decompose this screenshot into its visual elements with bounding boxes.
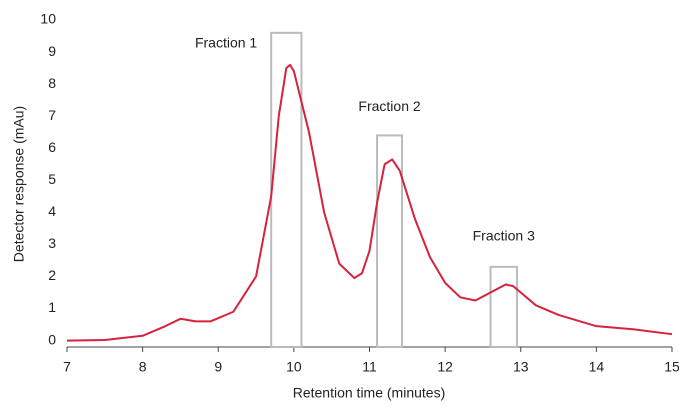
y-tick-label: 9 — [48, 43, 56, 59]
fraction-box — [489, 265, 518, 348]
y-tick-label: 0 — [48, 331, 56, 347]
y-tick-label: 7 — [48, 107, 56, 123]
y-tick-label: 1 — [48, 299, 56, 315]
x-tick-label: 7 — [63, 359, 71, 375]
x-tick-label: 13 — [513, 359, 529, 375]
y-tick-label: 6 — [48, 139, 56, 155]
line — [66, 63, 673, 342]
x-tick-label: 11 — [362, 359, 377, 375]
y-tick-label: 2 — [48, 267, 56, 283]
x-tick-label: 9 — [214, 359, 222, 375]
y-tick-label: 10 — [40, 11, 56, 27]
y-tick-label: 8 — [48, 75, 56, 91]
fraction-label: Fraction 3 — [473, 228, 535, 244]
x-tick-label: 15 — [664, 359, 679, 375]
y-tick-label: 4 — [48, 203, 56, 219]
x-axis-label: Retention time (minutes) — [293, 385, 446, 401]
x-tick-label: 14 — [589, 359, 605, 375]
fraction-label: Fraction 1 — [195, 35, 257, 51]
y-tick-label: 3 — [48, 235, 56, 251]
x-tick-label: 10 — [286, 359, 302, 375]
y-axis-label: Detector response (mAu) — [11, 106, 27, 262]
fraction-box — [376, 134, 404, 348]
fraction-label: Fraction 2 — [358, 98, 420, 114]
y-tick-label: 5 — [48, 171, 56, 187]
x-tick-label: 8 — [139, 359, 147, 375]
x-tick-label: 12 — [437, 359, 453, 375]
